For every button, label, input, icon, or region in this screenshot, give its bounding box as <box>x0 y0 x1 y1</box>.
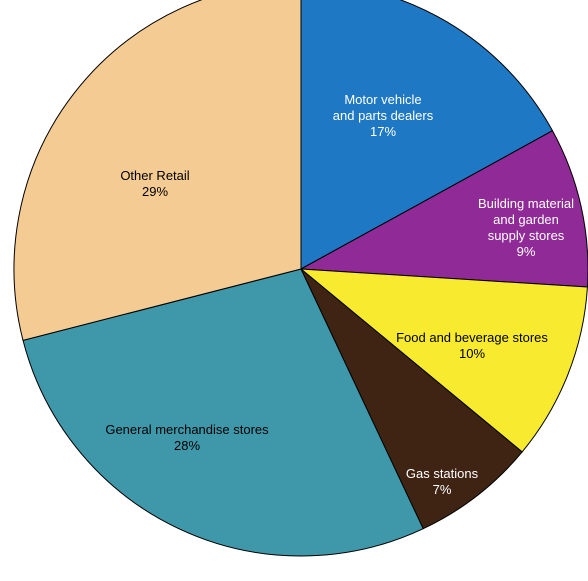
slice-label-line: Gas stations <box>406 466 479 481</box>
pie-labels: Motor vehicle and parts dealers 17% Buildin… <box>105 92 574 497</box>
slice-label-line: Other Retail <box>120 168 189 183</box>
slice-label-line: Food and beverage stores <box>396 330 548 345</box>
pie-slice <box>300 268 523 530</box>
slice-label: Building material and garden supply stores… <box>478 196 574 259</box>
slice-label-line: Motor vehicle <box>344 92 421 107</box>
slice-label-line: supply stores <box>488 228 565 243</box>
slice-percent: 10% <box>459 346 485 361</box>
slice-percent: 7% <box>433 482 452 497</box>
slice-percent: 9% <box>517 244 536 259</box>
slice-percent: 17% <box>370 124 396 139</box>
slice-label: General merchandise stores 28% <box>105 422 269 453</box>
pie-slice <box>299 268 588 453</box>
slice-label-line: and garden <box>493 212 559 227</box>
pie-slice <box>300 0 554 270</box>
slice-label-line: General merchandise stores <box>105 422 269 437</box>
pie-slice <box>22 268 424 557</box>
slice-label: Food and beverage stores 10% <box>396 330 548 361</box>
slice-percent: 28% <box>174 438 200 453</box>
pie-slices <box>13 0 588 557</box>
slice-label: Gas stations 7% <box>406 466 479 497</box>
pie-slice <box>13 0 302 341</box>
slice-label-line: and parts dealers <box>333 108 434 123</box>
slice-label: Other Retail 29% <box>120 168 189 199</box>
slice-label-line: Building material <box>478 196 574 211</box>
slice-percent: 29% <box>142 184 168 199</box>
slice-label: Motor vehicle and parts dealers 17% <box>333 92 434 139</box>
